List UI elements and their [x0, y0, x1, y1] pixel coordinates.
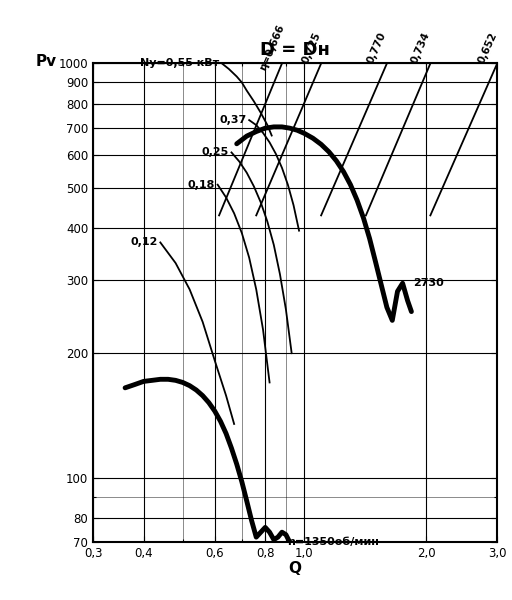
Text: 0,725: 0,725 [300, 31, 323, 65]
Text: 0,25: 0,25 [202, 148, 229, 157]
Text: 0,18: 0,18 [187, 179, 215, 190]
Text: n=1350об/мин: n=1350об/мин [287, 537, 379, 547]
Text: 0,12: 0,12 [130, 238, 158, 247]
Title: D = Dн: D = Dн [260, 41, 330, 59]
Text: η=0,666: η=0,666 [258, 23, 286, 72]
Text: 0,734: 0,734 [409, 31, 432, 65]
Y-axis label: Pv: Pv [36, 54, 57, 69]
Text: 0,652: 0,652 [476, 31, 499, 65]
Text: 0,770: 0,770 [366, 31, 388, 65]
Text: Ny=0,55 кВт: Ny=0,55 кВт [140, 58, 219, 68]
Text: 0,37: 0,37 [219, 115, 246, 125]
Text: 2730: 2730 [413, 278, 444, 288]
X-axis label: Q: Q [289, 562, 302, 577]
